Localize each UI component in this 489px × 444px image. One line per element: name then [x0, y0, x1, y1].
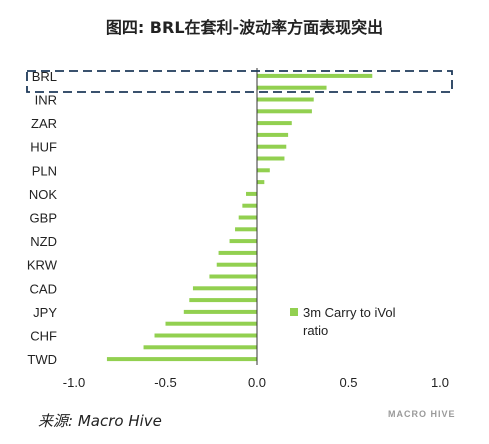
category-label-twd: TWD [27, 352, 57, 367]
x-tick-label-3: 0.5 [339, 375, 357, 390]
bar-22 [154, 333, 257, 338]
bar-4 [257, 121, 292, 126]
category-label-huf: HUF [30, 140, 57, 155]
bar-2 [257, 97, 314, 102]
bar-8 [257, 168, 270, 173]
bar-20 [183, 309, 257, 314]
source-note: 来源: Macro Hive [38, 412, 162, 430]
category-label-nok: NOK [29, 187, 58, 202]
category-label-inr: INR [35, 93, 57, 108]
bar-3 [257, 109, 312, 114]
bars-layer [106, 73, 373, 362]
chart-title: 图四: BRL在套利-波动率方面表现突出 [105, 18, 384, 37]
category-label-brl: BRL [32, 69, 57, 84]
bar-14 [229, 239, 257, 244]
highlight-box [26, 70, 453, 93]
bar-16 [216, 262, 257, 267]
x-tick-label-2: 0.0 [248, 375, 266, 390]
bar-15 [218, 250, 257, 255]
bar-12 [238, 215, 257, 220]
category-label-pln: PLN [32, 163, 57, 178]
category-label-chf: CHF [30, 329, 57, 344]
category-label-krw: KRW [27, 258, 58, 273]
bar-17 [209, 274, 257, 279]
bar-0 [257, 73, 373, 78]
category-label-jpy: JPY [33, 305, 57, 320]
category-label-zar: ZAR [31, 116, 57, 131]
legend: 3m Carry to iVol ratio [290, 305, 396, 338]
bar-11 [242, 203, 257, 208]
category-label-nzd: NZD [30, 234, 57, 249]
bar-13 [235, 227, 257, 232]
category-labels: BRL INR ZAR HUF PLN NOK GBP NZD KRW CAD JPY CHF TWD [27, 69, 58, 367]
axis-layer: -1.0 -0.5 0.0 0.5 1.0 [63, 68, 449, 390]
bar-21 [165, 321, 257, 326]
legend-label-line1: 3m Carry to iVol [303, 305, 396, 320]
bar-5 [257, 132, 289, 137]
bar-9 [257, 180, 265, 185]
bar-7 [257, 156, 285, 161]
watermark-logo: MACRO HIVE [388, 409, 456, 419]
category-label-gbp: GBP [30, 211, 57, 226]
bar-24 [106, 357, 257, 362]
legend-label-line2: ratio [303, 323, 328, 338]
category-label-cad: CAD [30, 281, 57, 296]
bar-10 [246, 191, 257, 196]
x-tick-label-4: 1.0 [431, 375, 449, 390]
bar-18 [192, 286, 257, 291]
x-tick-label-1: -0.5 [154, 375, 176, 390]
bar-19 [189, 298, 257, 303]
bar-23 [143, 345, 257, 350]
x-tick-label-0: -1.0 [63, 375, 85, 390]
legend-swatch [290, 308, 298, 316]
bar-6 [257, 144, 287, 149]
bar-1 [257, 85, 327, 90]
